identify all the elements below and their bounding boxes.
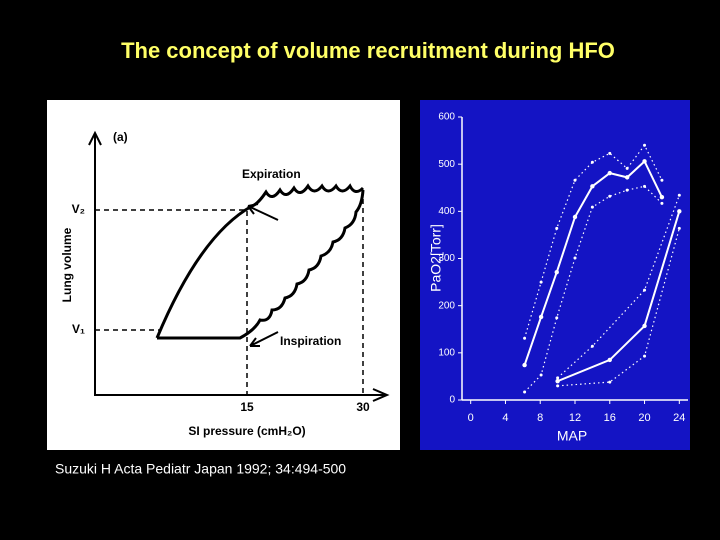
x-tick-label: 8 [537, 412, 543, 424]
data-point [538, 314, 544, 320]
data-point [590, 344, 594, 348]
x-tick-label: 0 [468, 412, 474, 424]
x-tick-label: 15 [240, 400, 254, 414]
citation: Suzuki H Acta Pediatr Japan 1992; 34:494… [55, 461, 346, 477]
data-point [523, 390, 527, 394]
y-tick-label: 200 [438, 300, 455, 311]
data-point [642, 159, 647, 164]
data-point [590, 205, 594, 209]
data-point [590, 160, 594, 164]
y-tick-label: 400 [438, 206, 455, 217]
expiration-arrow [247, 203, 279, 221]
data-point [555, 378, 560, 384]
series-line [557, 195, 680, 379]
inflation-curve [157, 189, 365, 340]
data-point [608, 151, 612, 155]
data-point [554, 269, 559, 275]
data-point [607, 357, 612, 363]
slide-title: The concept of volume recruitment during… [121, 38, 615, 63]
left-figure: (a) Lung volume V₂ V₁ Expiration Inspira… [47, 100, 400, 450]
data-point [539, 280, 543, 284]
panel-label: (a) [113, 130, 128, 144]
guide-lines [95, 190, 364, 395]
y-tick-label: 0 [449, 395, 455, 406]
data-point [643, 143, 647, 147]
expiration-label: Expiration [242, 167, 301, 181]
chart: PaO2[Torr] MAP 0 100 200 300 400 500 600 0 4 8 12 1… [428, 112, 688, 444]
y-tick-label: 300 [438, 253, 455, 264]
data-point [643, 354, 647, 358]
data-point [572, 214, 578, 220]
data-point [555, 316, 559, 320]
inspiration-label: Inspiration [280, 334, 341, 348]
v2-label: V₂ [72, 202, 85, 216]
data-point [642, 323, 647, 329]
data-point [573, 256, 577, 260]
data-point [677, 226, 681, 230]
y-axis-label: PaO2[Torr] [428, 224, 444, 292]
data-point [643, 288, 647, 292]
data-point [555, 226, 559, 230]
data-point [608, 380, 612, 384]
data-point [643, 184, 647, 188]
x-tick-label: 24 [673, 412, 685, 424]
data-point [625, 188, 629, 192]
data-point [523, 336, 527, 340]
data-point [625, 166, 629, 170]
data-point [573, 178, 577, 182]
series-line [524, 144, 663, 339]
data-point [556, 384, 560, 388]
data-point [608, 194, 612, 198]
data-point [590, 184, 595, 189]
data-point [539, 373, 543, 377]
data-point [624, 175, 630, 180]
y-tick-label: 500 [438, 159, 455, 170]
x-tick-label: 20 [638, 412, 650, 424]
arrow-heads [88, 130, 390, 402]
y-tick-label: 600 [438, 112, 455, 123]
axes [94, 135, 385, 396]
data-point [659, 194, 665, 200]
v1-label: V₁ [72, 322, 85, 336]
y-tick-label: 100 [438, 347, 455, 358]
figure-panel [47, 100, 400, 450]
x-tick-label: 30 [356, 400, 370, 414]
x-tick-label: 4 [502, 412, 508, 424]
data-point [522, 362, 527, 368]
x-axis-label: MAP [557, 428, 587, 444]
data-point [556, 376, 560, 380]
data-point [607, 170, 612, 176]
x-axis-label: SI pressure (cmH₂O) [188, 424, 305, 438]
series-line [557, 211, 681, 383]
data-point [660, 178, 664, 182]
data-point [660, 201, 664, 205]
data-point [677, 209, 682, 214]
x-tick-label: 12 [569, 412, 581, 424]
y-axis-label: Lung volume [60, 227, 74, 302]
inspiration-arrow [249, 331, 279, 347]
x-tick-label: 16 [604, 412, 616, 424]
data-point [677, 193, 681, 197]
